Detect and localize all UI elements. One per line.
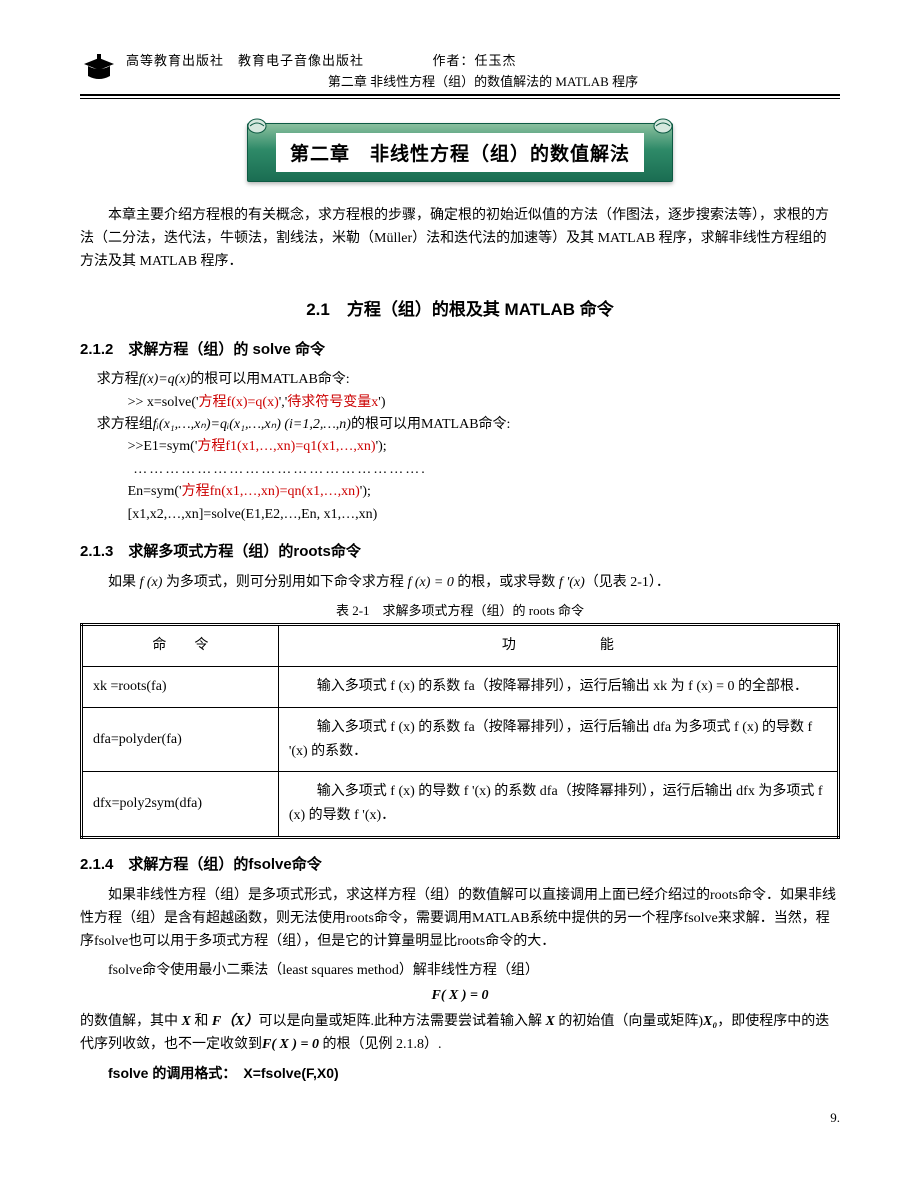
th-command: 命 令: [82, 625, 279, 667]
publisher-text: 高等教育出版社 教育电子音像出版社: [126, 53, 364, 68]
fsolve-para2: fsolve命令使用最小二乘法（least squares method）解非线…: [80, 959, 840, 982]
solve-dots: ……………………………………………….: [97, 459, 840, 481]
roots-table: 命 令 功 能 xk =roots(fa) 输入多项式 f (x) 的系数 fa…: [80, 623, 840, 839]
chapter-banner-wrap: 第二章 非线性方程（组）的数值解法: [80, 123, 840, 182]
publisher-line: 高等教育出版社 教育电子音像出版社 作者：任玉杰: [126, 50, 840, 69]
header-rule-thick: [80, 94, 840, 96]
fsolve-para3: 的数值解，其中 X 和 F（X）可以是向量或矩阵.此种方法需要尝试着输入解 X …: [80, 1010, 840, 1056]
solve-cmd3: En=sym('方程fn(x1,…,xn)=qn(x1,…,xn)');: [97, 481, 840, 503]
header-rule-thin: [80, 98, 840, 99]
cell-desc: 输入多项式 f (x) 的系数 fa（按降幂排列），运行后输出 dfa 为多项式…: [278, 707, 838, 772]
solve-cmd1: >> x=solve('方程f(x)=q(x)','待求符号变量x'): [97, 392, 840, 414]
cell-cmd: xk =roots(fa): [82, 666, 279, 707]
chapter-banner: 第二章 非线性方程（组）的数值解法: [247, 123, 673, 182]
author-text: 作者：任玉杰: [433, 53, 517, 68]
cell-cmd: dfa=polyder(fa): [82, 707, 279, 772]
solve-block: 求方程f(x)=q(x)的根可以用MATLAB命令: >> x=solve('方…: [97, 369, 840, 526]
chapter-title: 第二章 非线性方程（组）的数值解法: [276, 133, 644, 172]
page-header: 高等教育出版社 教育电子音像出版社 作者：任玉杰 第二章 非线性方程（组）的数值…: [80, 50, 840, 90]
th-function: 功 能: [278, 625, 838, 667]
cell-desc: 输入多项式 f (x) 的系数 fa（按降幂排列），运行后输出 xk 为 f (…: [278, 666, 838, 707]
book-logo-icon: [80, 52, 118, 82]
table-header-row: 命 令 功 能: [82, 625, 839, 667]
section-2-1-2-title: 2.1.2 求解方程（组）的 solve 命令: [80, 338, 840, 359]
solve-line2: 求方程组fᵢ(x₁,…,xₙ)=qᵢ(x₁,…,xₙ) (i=1,2,…,n)的…: [97, 414, 840, 436]
header-text-block: 高等教育出版社 教育电子音像出版社 作者：任玉杰 第二章 非线性方程（组）的数值…: [126, 50, 840, 90]
scroll-left-icon: [246, 118, 268, 138]
table-caption: 表 2-1 求解多项式方程（组）的 roots 命令: [80, 600, 840, 619]
page-number: 9.: [830, 1110, 840, 1126]
scroll-right-icon: [652, 118, 674, 138]
cell-cmd: dfx=poly2sym(dfa): [82, 772, 279, 838]
solve-line1: 求方程f(x)=q(x)的根可以用MATLAB命令:: [97, 369, 840, 391]
fsolve-equation: F( X ) = 0: [80, 988, 840, 1004]
roots-para: 如果 f (x) 为多项式，则可分别用如下命令求方程 f (x) = 0 的根，…: [80, 571, 840, 594]
intro-paragraph: 本章主要介绍方程根的有关概念，求方程根的步骤，确定根的初始近似值的方法（作图法，…: [80, 204, 840, 273]
section-2-1-4-title: 2.1.4 求解方程（组）的fsolve命令: [80, 853, 840, 874]
document-page: 高等教育出版社 教育电子音像出版社 作者：任玉杰 第二章 非线性方程（组）的数值…: [0, 0, 920, 1166]
solve-cmd4: [x1,x2,…,xn]=solve(E1,E2,…,En, x1,…,xn): [97, 504, 840, 526]
section-2-1-3-title: 2.1.3 求解多项式方程（组）的roots命令: [80, 540, 840, 561]
table-row: xk =roots(fa) 输入多项式 f (x) 的系数 fa（按降幂排列），…: [82, 666, 839, 707]
table-row: dfx=poly2sym(dfa) 输入多项式 f (x) 的导数 f '(x)…: [82, 772, 839, 838]
fsolve-format: fsolve 的调用格式： X=fsolve(F,X0): [80, 1062, 840, 1085]
fsolve-para1: 如果非线性方程（组）是多项式形式，求这样方程（组）的数值解可以直接调用上面已经介…: [80, 884, 840, 953]
chapter-subtitle: 第二章 非线性方程（组）的数值解法的 MATLAB 程序: [126, 71, 840, 90]
table-row: dfa=polyder(fa) 输入多项式 f (x) 的系数 fa（按降幂排列…: [82, 707, 839, 772]
solve-cmd2: >>E1=sym('方程f1(x1,…,xn)=q1(x1,…,xn)');: [97, 436, 840, 458]
cell-desc: 输入多项式 f (x) 的导数 f '(x) 的系数 dfa（按降幂排列），运行…: [278, 772, 838, 838]
section-2-1-title: 2.1 方程（组）的根及其 MATLAB 命令: [80, 295, 840, 320]
